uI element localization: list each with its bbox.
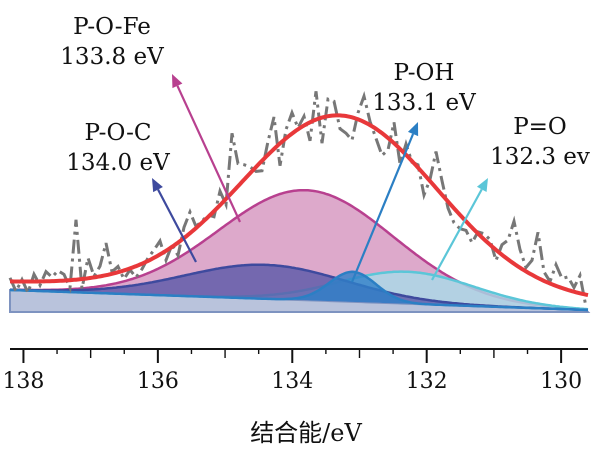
label-p-o-c-energy: 134.0 eV	[66, 150, 170, 176]
arrowhead-p-o-c	[152, 178, 163, 193]
peak-line-p-oh	[9, 270, 589, 312]
tick-label-138: 138	[2, 369, 44, 394]
label-p-o-fe-name: P-O-Fe	[73, 14, 151, 40]
raw-data-line	[8, 90, 588, 308]
label-p-o-fe-energy: 133.8 eV	[60, 44, 164, 70]
annotation-labels: P-O-Fe 133.8 eV P-O-C 134.0 eV P-OH 133.…	[60, 14, 590, 176]
arrowhead-p-oh	[407, 122, 419, 137]
arrow-p-oh	[350, 133, 415, 283]
tick-label-136: 136	[137, 369, 179, 394]
peak-fill-p-eq-o	[10, 271, 588, 310]
label-p-oh-name: P-OH	[394, 60, 455, 86]
tick-label-134: 134	[271, 369, 313, 394]
envelope-fit-line	[10, 113, 589, 298]
tick-label-132: 132	[406, 369, 448, 394]
peak-fill-p-o-c	[10, 264, 588, 310]
arrowhead-p-o-fe	[172, 74, 183, 89]
label-p-o-c-name: P-O-C	[84, 120, 151, 146]
label-p-eq-o-name: P=O	[513, 114, 567, 140]
tick-label-130: 130	[540, 369, 582, 394]
x-axis-ticks: 138 136 134 132 130	[2, 349, 582, 394]
arrowhead-p-eq-o	[476, 178, 488, 193]
arrow-p-o-fe	[176, 85, 241, 223]
label-p-oh-energy: 133.1 eV	[372, 90, 476, 116]
peak-fills	[9, 188, 591, 313]
label-p-eq-o-energy: 132.3 ev	[490, 144, 590, 170]
x-axis-label: 结合能/eV	[250, 419, 362, 447]
arrow-p-eq-o	[431, 188, 483, 281]
fit-lines	[8, 90, 589, 308]
arrow-p-o-c	[157, 189, 197, 263]
annotation-arrows	[152, 74, 488, 283]
